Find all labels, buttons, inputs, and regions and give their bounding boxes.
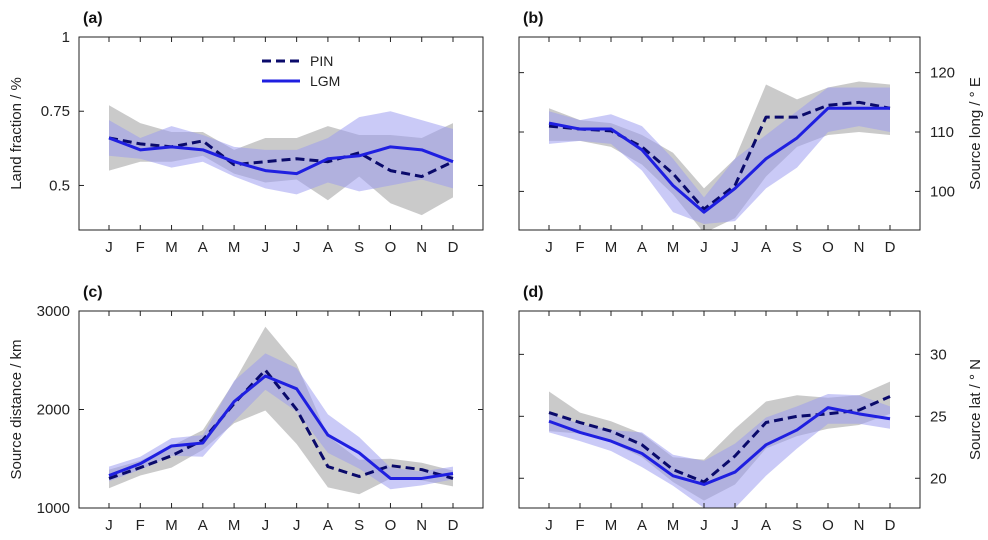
x-tick-label: O	[822, 239, 834, 256]
x-tick-label: J	[731, 517, 739, 534]
x-tick-label: J	[700, 239, 708, 256]
x-tick-label: F	[136, 239, 145, 256]
x-tick-label: F	[575, 517, 584, 534]
lgm-range-band	[549, 394, 890, 508]
plot-area	[108, 326, 454, 495]
y-tick-label: 110	[930, 124, 954, 141]
y-tick-label: 20	[930, 470, 947, 487]
legend-lgm-label: LGM	[310, 73, 340, 89]
x-tick-label: M	[228, 239, 241, 256]
x-tick-label: M	[667, 517, 680, 534]
y-tick-label: 1	[62, 29, 70, 46]
x-tick-label: J	[293, 239, 301, 256]
panel-label: (d)	[523, 284, 543, 301]
y-axis-label: Source distance / km	[8, 339, 25, 479]
x-tick-label: J	[262, 517, 270, 534]
y-tick-label: 0.5	[49, 177, 70, 194]
x-tick-label: M	[165, 517, 178, 534]
x-tick-label: D	[448, 517, 459, 534]
x-tick-label: S	[354, 239, 364, 256]
lgm-range-band	[109, 111, 453, 195]
x-tick-label: D	[885, 239, 896, 256]
x-tick-label: A	[637, 239, 647, 256]
x-tick-label: J	[700, 517, 708, 534]
lgm-series-line	[548, 406, 891, 486]
x-tick-label: O	[385, 517, 397, 534]
plot-area	[548, 381, 891, 508]
x-tick-label: A	[198, 517, 208, 534]
plot-area	[108, 105, 454, 216]
x-tick-label: A	[637, 517, 647, 534]
x-tick-label: A	[761, 517, 771, 534]
plot-frame	[518, 310, 921, 509]
lgm-range-band	[549, 87, 890, 225]
y-tick-label: 30	[930, 346, 947, 363]
panel-b: J F M A M J J A S O N D 100 110 120 Source long / ° E (b…	[518, 10, 984, 256]
y-tick-label: 3000	[37, 303, 70, 320]
plot-frame	[78, 36, 484, 231]
x-tick-label: M	[667, 239, 680, 256]
x-tick-label: A	[198, 239, 208, 256]
y-axis-label: Source lat / ° N	[967, 359, 984, 460]
x-tick-label: J	[105, 239, 113, 256]
x-tick-label: J	[293, 517, 301, 534]
x-tick-label: D	[885, 517, 896, 534]
x-tick-label: S	[792, 517, 802, 534]
x-tick-label: S	[354, 517, 364, 534]
x-tick-label: O	[822, 517, 834, 534]
lgm-range-band	[109, 353, 453, 490]
y-tick-label: 1000	[37, 500, 70, 517]
panel-d: J F M A M J J A S O N D 20 25 30 Source lat / ° N (d)	[518, 284, 984, 534]
lgm-series-line	[548, 106, 890, 214]
plot-area	[548, 81, 891, 230]
y-tick-label: 120	[930, 65, 955, 82]
x-tick-label: S	[792, 239, 802, 256]
x-tick-label: A	[761, 239, 771, 256]
panel-label: (b)	[523, 10, 543, 27]
y-tick-label: 25	[930, 408, 947, 425]
x-tick-label: J	[105, 517, 113, 534]
x-tick-label: A	[323, 239, 333, 256]
y-tick-label: 2000	[37, 402, 70, 419]
x-tick-label: D	[448, 239, 459, 256]
x-tick-label: M	[165, 239, 178, 256]
plot-frame	[518, 36, 921, 231]
x-tick-label: J	[545, 517, 553, 534]
x-tick-label: N	[854, 239, 865, 256]
x-tick-label: N	[854, 517, 865, 534]
panel-label: (c)	[83, 284, 103, 301]
lgm-series-line	[108, 136, 454, 176]
legend-pin-label: PIN	[310, 53, 333, 69]
panel-a: J F M A M J J A S O N D 0.5 0.75 1 Land fraction / % (a)…	[8, 10, 484, 256]
x-tick-label: O	[385, 239, 397, 256]
x-tick-label: J	[545, 239, 553, 256]
x-tick-label: M	[605, 239, 618, 256]
x-tick-label: J	[731, 239, 739, 256]
panel-c: J F M A M J J A S O N D 1000 2000 3000 Source distance …	[8, 284, 484, 534]
x-tick-label: J	[262, 239, 270, 256]
x-tick-label: N	[416, 517, 427, 534]
panel-label: (a)	[83, 10, 103, 27]
x-tick-label: A	[323, 517, 333, 534]
y-axis-label: Source long / ° E	[967, 77, 984, 190]
x-tick-label: F	[136, 517, 145, 534]
x-tick-label: M	[228, 517, 241, 534]
y-axis-label: Land fraction / %	[8, 77, 25, 190]
pin-series-line	[108, 368, 454, 480]
y-tick-label: 100	[930, 183, 955, 200]
y-tick-label: 0.75	[41, 103, 70, 120]
legend: PIN LGM	[262, 53, 340, 89]
x-tick-label: F	[575, 239, 584, 256]
lgm-series-line	[108, 374, 454, 480]
x-tick-label: N	[416, 239, 427, 256]
pin-series-line	[548, 395, 891, 484]
x-tick-label: M	[605, 517, 618, 534]
